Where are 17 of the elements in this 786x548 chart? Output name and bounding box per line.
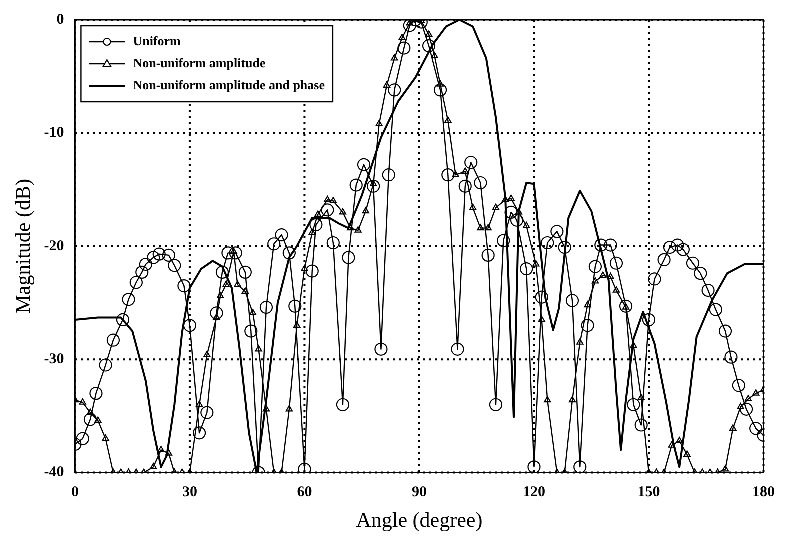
- x-tick-label: 0: [71, 484, 79, 501]
- x-tick-label: 180: [752, 484, 775, 501]
- x-tick-label: 120: [522, 484, 546, 501]
- x-tick-label: 90: [412, 484, 427, 501]
- y-tick-label: -40: [44, 464, 64, 481]
- y-tick-label: 0: [56, 12, 64, 28]
- legend-label: Uniform: [133, 33, 182, 48]
- y-axis-title: Magnitude (dB): [11, 179, 36, 314]
- x-axis-title: Angle (degree): [356, 508, 483, 532]
- y-tick-label: -20: [44, 238, 64, 254]
- y-tick-label: -30: [44, 351, 64, 368]
- y-tick-label: -10: [44, 125, 64, 142]
- x-tick-label: 150: [638, 484, 660, 501]
- legend-label: Non-uniform amplitude: [133, 55, 266, 70]
- legend-label: Non-uniform amplitude and phase: [133, 77, 326, 92]
- x-tick-label: 30: [182, 484, 198, 501]
- x-tick-label: 60: [297, 484, 312, 501]
